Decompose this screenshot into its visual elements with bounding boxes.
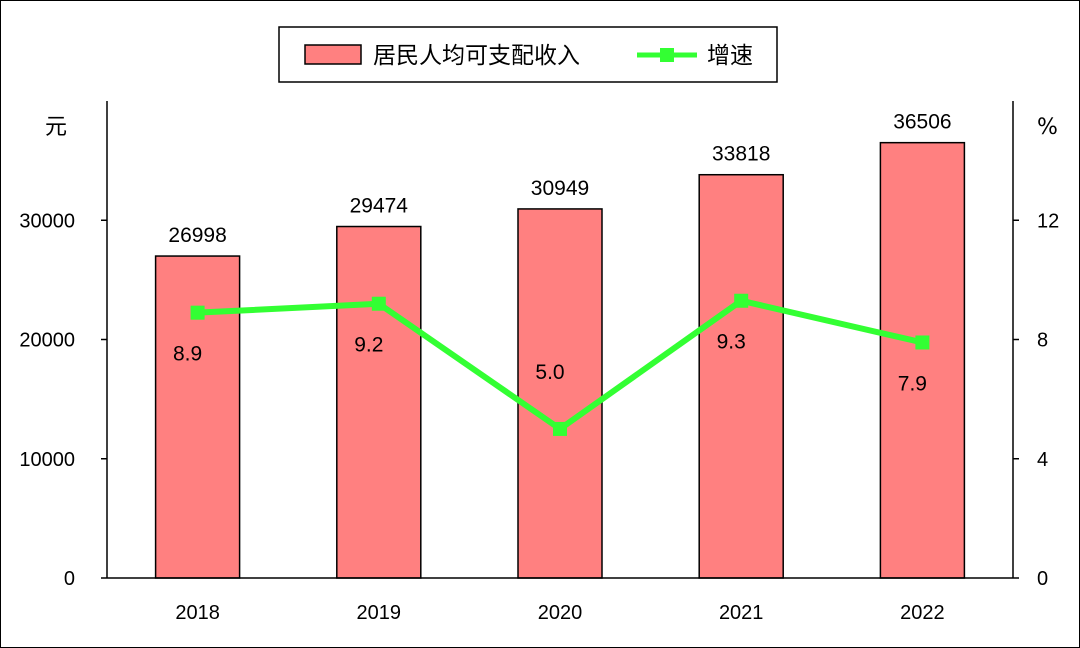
x-tick-label-2018: 2018 — [175, 602, 220, 624]
growth-marker-2018 — [190, 305, 205, 320]
bar-value-label-2022: 36506 — [893, 111, 951, 134]
right-axis-unit: % — [1037, 115, 1058, 140]
right-tick-label-0: 0 — [1037, 568, 1048, 590]
bar-value-label-2021: 33818 — [712, 143, 770, 166]
growth-value-label-2021: 9.3 — [717, 331, 746, 354]
growth-value-label-2022: 7.9 — [898, 372, 927, 395]
legend-line-label: 增速 — [707, 43, 753, 69]
legend-bar-swatch — [304, 44, 362, 65]
left-tick-label-20000: 20000 — [19, 330, 75, 352]
bar-2019 — [336, 225, 422, 579]
right-tick-label-8: 8 — [1037, 330, 1048, 352]
growth-marker-2022 — [915, 335, 930, 350]
bar-2020 — [517, 208, 603, 579]
left-axis-unit: 元 — [45, 115, 67, 140]
bar-2022 — [879, 141, 966, 579]
growth-value-label-2018: 8.9 — [173, 343, 202, 366]
growth-value-label-2020: 5.0 — [535, 361, 564, 384]
bar-value-label-2019: 29474 — [350, 195, 409, 218]
x-tick-label-2020: 2020 — [538, 602, 583, 624]
x-tick-label-2021: 2021 — [719, 602, 764, 624]
x-tick-label-2022: 2022 — [900, 602, 945, 624]
left-tick-label-30000: 30000 — [19, 210, 75, 232]
growth-marker-2021 — [734, 293, 749, 308]
legend-line-marker — [660, 48, 674, 62]
growth-value-label-2019: 9.2 — [354, 334, 383, 357]
left-tick-label-0: 0 — [64, 568, 75, 590]
bar-value-label-2020: 30949 — [531, 177, 589, 200]
legend-bar-label: 居民人均可支配收入 — [373, 43, 580, 69]
growth-marker-2019 — [371, 296, 386, 311]
x-tick-label-2019: 2019 — [357, 602, 402, 624]
right-tick-label-12: 12 — [1037, 210, 1059, 232]
bar-2018 — [154, 255, 241, 579]
bar-2021 — [698, 173, 784, 579]
growth-marker-2020 — [553, 421, 567, 436]
legend: 居民人均可支配收入 增速 — [278, 26, 778, 83]
left-tick-label-10000: 10000 — [19, 449, 75, 471]
bar-value-label-2018: 26998 — [168, 224, 226, 247]
right-tick-label-4: 4 — [1037, 449, 1048, 471]
